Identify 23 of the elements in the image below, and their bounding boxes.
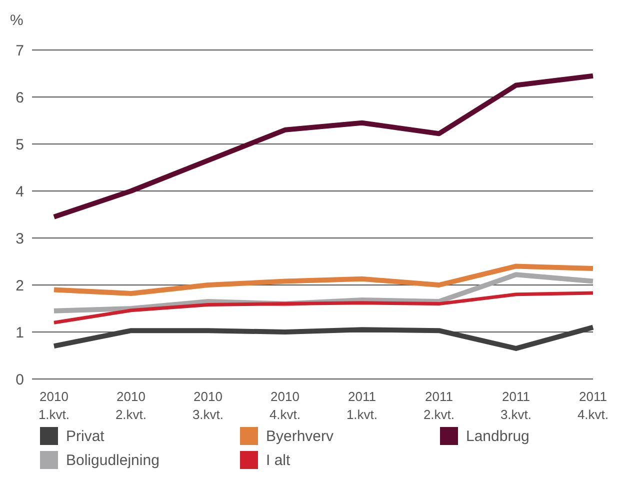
y-tick-label: 1 — [16, 324, 24, 342]
legend-label: I alt — [265, 451, 292, 469]
x-tick-label: 2011 4.kvt. — [577, 389, 609, 422]
y-tick-label: 2 — [16, 277, 24, 294]
line-series — [52, 291, 595, 324]
x-tick-label: 2010 1.kvt. — [38, 389, 70, 422]
y-tick-label: 5 — [16, 136, 24, 154]
x-tick-label: 2011 2.kvt. — [423, 389, 455, 422]
x-tick-label: 2011 3.kvt. — [500, 389, 532, 422]
x-tick-label: 2010 4.kvt. — [269, 389, 301, 422]
legend-label: Byerhverv — [265, 427, 335, 445]
x-tick-label: 2011 1.kvt. — [346, 389, 378, 422]
y-tick-label: 3 — [16, 230, 24, 248]
x-tick-label: 2010 3.kvt. — [192, 389, 224, 422]
legend-label: Landbrug — [465, 427, 530, 445]
legend-label: Boligudlejning — [65, 451, 160, 469]
y-tick-label: 4 — [16, 183, 24, 200]
y-axis-title: % — [10, 12, 24, 29]
x-tick-label: 2010 2.kvt. — [115, 389, 147, 422]
y-tick-label: 6 — [16, 89, 24, 106]
y-tick-label: 0 — [16, 371, 24, 388]
legend-label: Privat — [65, 427, 106, 445]
y-tick-label: 7 — [16, 42, 24, 60]
